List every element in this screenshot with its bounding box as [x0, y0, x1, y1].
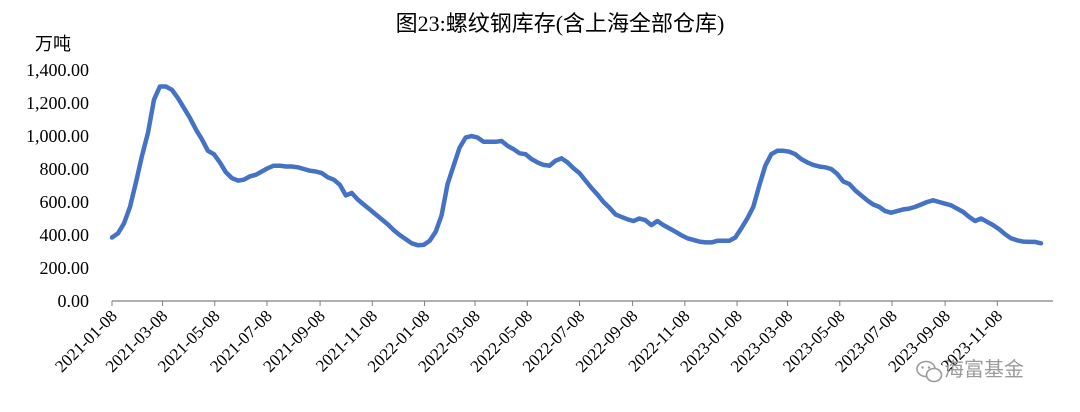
watermark: 海富基金: [916, 357, 1024, 383]
y-tick-label: 400.00: [40, 225, 90, 245]
x-axis-ticks: 2021-01-082021-03-082021-05-082021-07-08…: [51, 301, 1006, 376]
chart-title: 图23:螺纹钢库存(含上海全部仓库): [396, 11, 725, 36]
series-line: [109, 84, 1044, 248]
y-axis-unit: 万吨: [35, 34, 71, 54]
y-tick-label: 1,000.00: [26, 126, 89, 146]
watermark-text: 海富基金: [944, 357, 1024, 381]
y-tick-label: 1,400.00: [26, 60, 89, 80]
y-tick-label: 0.00: [58, 291, 90, 311]
y-tick-label: 200.00: [40, 258, 90, 278]
series-group: [109, 84, 1044, 248]
wechat-icon: [916, 360, 943, 383]
y-axis-tick-labels: 0.00 200.00 400.00 600.00 800.00 1,000.00 1,20…: [26, 60, 89, 311]
y-tick-label: 600.00: [40, 192, 90, 212]
y-tick-label: 800.00: [40, 159, 90, 179]
y-tick-label: 1,200.00: [26, 93, 89, 113]
